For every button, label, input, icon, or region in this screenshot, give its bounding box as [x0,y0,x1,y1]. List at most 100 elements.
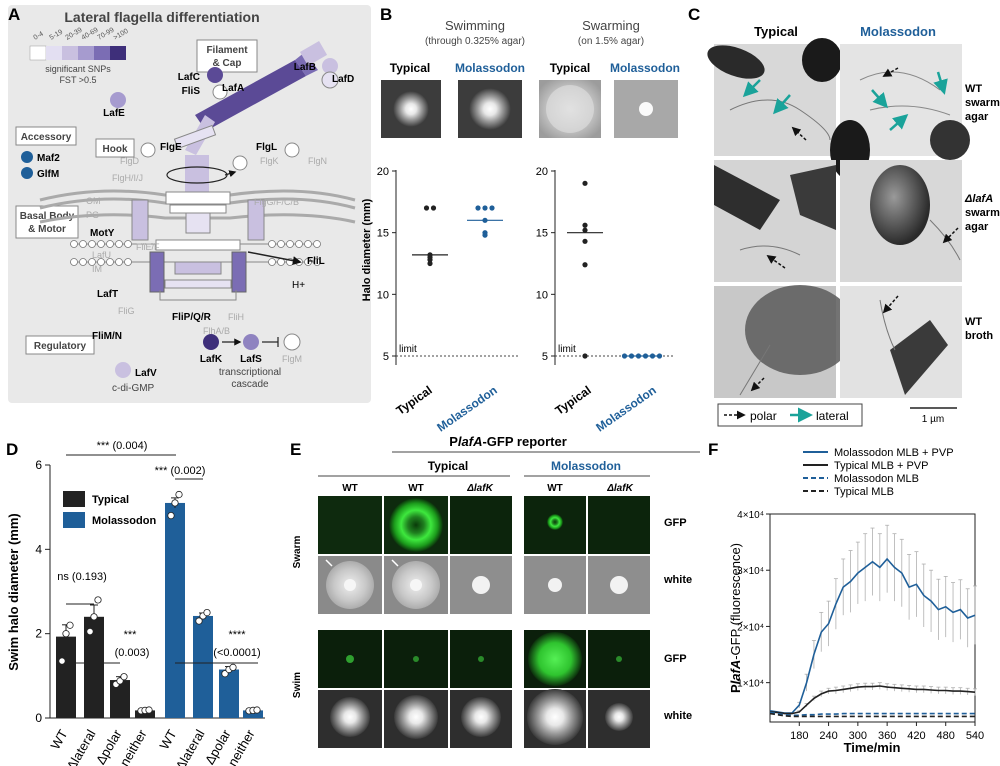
b-ytick-label: 15 [536,228,548,240]
flgd-label: FlgD [120,156,140,166]
d-ytick-label: 2 [35,627,42,641]
b-swarm-limit-text: limit [558,344,576,355]
d-legend-molassodon: Molassodon [92,515,156,527]
basal-box-line2: & Motor [28,224,66,235]
im-label: IM [92,264,102,274]
e-ch-white-2: white [663,710,692,722]
swim-subtitle: (through 0.325% agar) [425,36,525,47]
swim-typical-halo [393,91,429,127]
e-swarm-white-colony [410,579,422,591]
d-legend-molassodon-swatch [63,512,85,528]
b-ytick-label: 20 [377,166,389,178]
d-sig-m1: *** (0.002) [155,465,206,477]
d-yticks: 0 2 4 6 [35,458,50,725]
em-cell [714,165,780,230]
f-legend: Molassodon MLB + PVP Typical MLB + PVP M… [803,447,954,498]
f-ytick-label: 3×10⁴ [737,566,764,577]
e-col-3: WT [547,483,563,494]
f-xtick-label: 240 [819,730,837,742]
e-swim-white-halo [461,697,501,737]
b-swim-molassodon-label: Molassodon [455,61,525,75]
ms-ring [155,239,241,251]
legend-swatch-0 [29,45,47,61]
d-bar [84,616,104,718]
lipid-head [88,258,96,266]
flig-label: FliG [118,306,135,316]
e-swarm-white-colony [548,578,562,592]
b-ytick-label: 10 [536,289,548,301]
regulatory-box [25,335,95,355]
panel-c-label: C [688,5,700,24]
lafd-block [300,40,328,66]
lateral-arrow [933,71,948,95]
f-legend-2: Molassodon MLB [834,473,919,485]
lipid-head [70,240,78,248]
b-swarm-yticks: 5 10 15 20 [536,166,555,363]
e-swarm-gfp-ring [389,498,443,552]
rotation-arrowhead [224,170,237,178]
b-data-point [423,205,430,211]
c-legend-polar: polar [750,409,777,423]
polar-arrow [942,227,959,244]
b-data-point [427,254,433,260]
d-sig-mpolar-2: (<0.0001) [213,647,260,659]
cascade-line2: cascade [231,379,269,390]
b-swarm-points [567,180,663,359]
legend-swatch-5 [110,46,126,60]
lipid-head [304,258,312,266]
f-ytick-label: 4×10⁴ [737,510,764,521]
d-data-point [203,608,211,617]
lafd-label: LafD [332,74,354,85]
b-swim-points [412,205,503,267]
panel-d: D 0 2 4 6 Swim halo diameter (mm) Typical M… [6,440,265,766]
filament-box [196,39,258,73]
flis-label: FliS [182,86,201,97]
b-swim-typical-label: Typical [390,61,430,75]
e-swim-white-halo [330,697,370,737]
b-data-point [482,205,488,211]
lipid-head [124,240,132,248]
em-flagellum [879,299,896,351]
d-bar [243,710,263,718]
e-swim-gfp-dot [616,656,622,662]
c-row2-l2: swarm [965,207,1000,219]
flgn-dot [284,142,300,158]
b-data-point [482,232,488,238]
pg-label: PG [86,210,99,220]
swim-title: Swimming [445,18,505,33]
swarm-subtitle: (on 1.5% agar) [578,36,644,47]
b-swim-x-molassodon: Molassodon [434,383,499,435]
lafv-label: LafV [135,368,157,379]
flha-ring [164,279,232,289]
b-swim-yticks: 5 10 15 20 [377,166,396,363]
c-col-molassodon: Molassodon [860,24,936,39]
e-row-swarm: Swarm [292,535,303,568]
d-bar [135,710,155,718]
b-data-point [582,180,588,186]
panel-e: E PlafA-GFP reporter Typical Molassodon … [290,434,700,748]
d-legend-typical: Typical [92,494,129,506]
lipid-head [268,258,276,266]
d-ytick-label: 4 [35,542,42,556]
swarm-typical-halo [546,85,594,133]
e-swarm-gfp-mol-lafk [588,496,650,554]
flgn-label: FlgN [308,156,327,166]
f-legend-1: Typical MLB + PVP [834,460,928,472]
lafb-label: LafB [294,62,316,73]
c-row3-l1: WT [965,316,982,328]
lafe-label: LafE [103,108,125,119]
e-col-2: ΔlafK [466,483,493,494]
flgk-label: FlgK [260,156,279,166]
b-ytick-label: 10 [377,289,389,301]
d-data-point [66,621,74,629]
glfm-dot [21,167,33,179]
em-cell [790,165,836,230]
d-data-point [62,630,70,638]
d-data-point [58,657,66,665]
polar-arrow [791,126,807,141]
d-data-point [253,706,261,714]
legend-swatch-3 [78,46,94,60]
em-cell [870,165,930,245]
stator-right [247,199,265,241]
